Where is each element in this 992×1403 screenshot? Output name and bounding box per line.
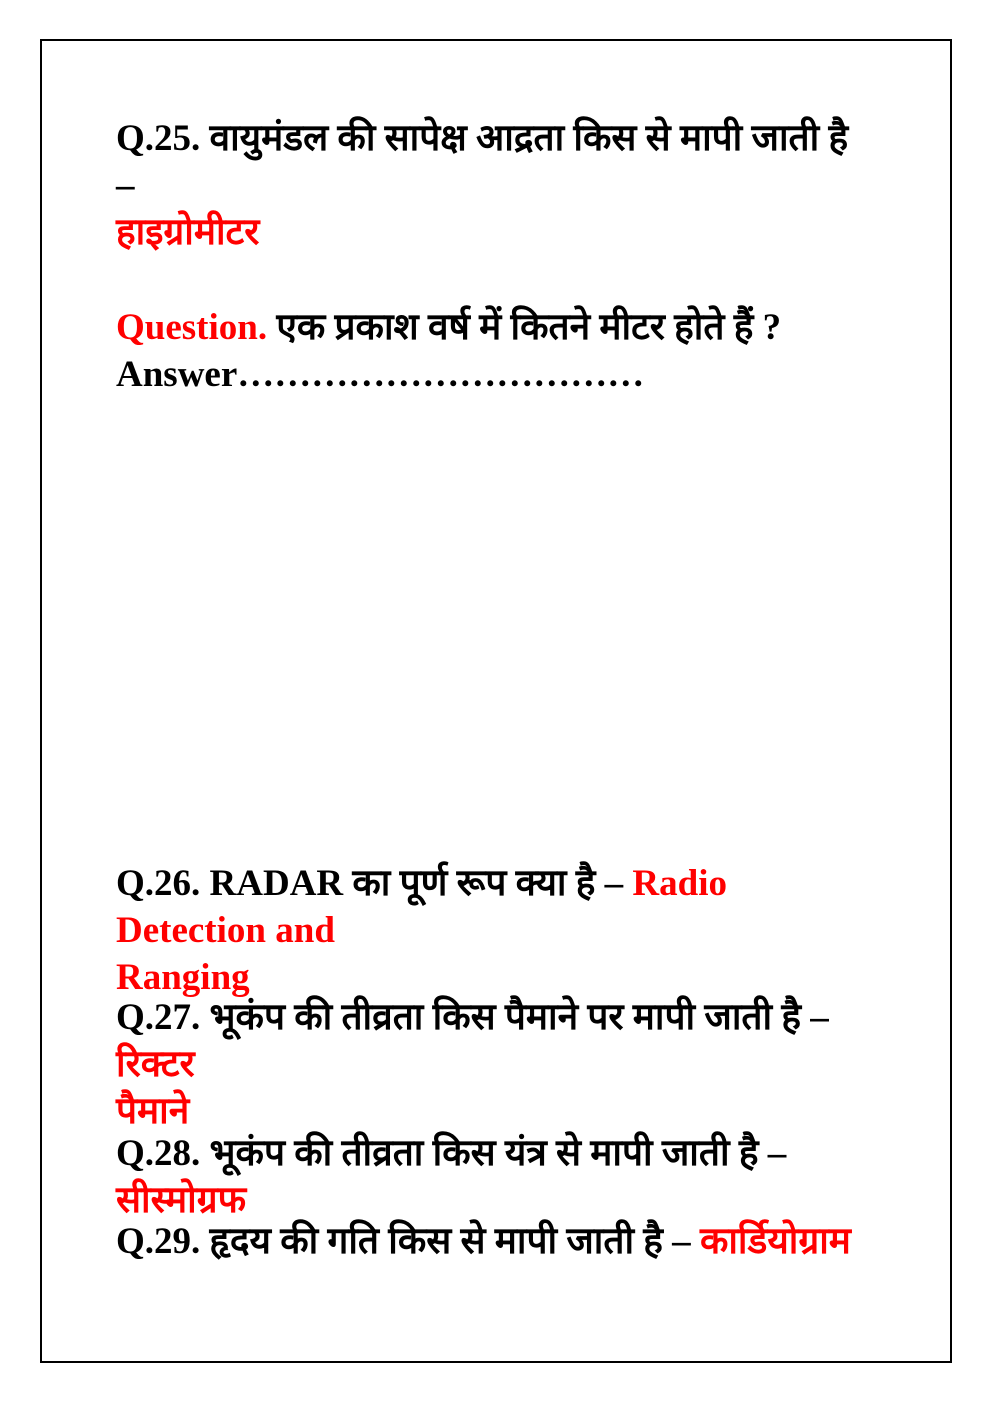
question-block-q28: Q.28. भूकंप की तीव्रता किस यंत्र से मापी… xyxy=(116,1130,866,1224)
q29-question-text: Q.29. हृदय की गति किस से मापी जाती है – xyxy=(116,1221,691,1262)
q27-answer-text-line1: रिक्टर xyxy=(116,1044,195,1085)
page-border xyxy=(40,39,952,1363)
q29-answer-text: कार्डियोग्राम xyxy=(699,1221,851,1262)
fill-question-text: एक प्रकाश वर्ष में कितने मीटर होते हैं ? xyxy=(276,307,782,348)
q26-answer-text-line1: Radio Detection and xyxy=(116,863,727,951)
q27-question-text: Q.27. भूकंप की तीव्रता किस पैमाने पर माप… xyxy=(116,997,829,1038)
q26-answer-text-line2: Ranging xyxy=(116,957,250,998)
question-block-q29: Q.29. हृदय की गति किस से मापी जाती है – … xyxy=(116,1218,866,1265)
q28-answer-text: सीस्मोग्रफ xyxy=(116,1180,247,1221)
question-block-q25: Q.25. वायुमंडल की सापेक्ष आद्रता किस से … xyxy=(116,115,866,256)
q27-answer-text-line2: पैमाने xyxy=(116,1091,190,1132)
question-block-q27: Q.27. भूकंप की तीव्रता किस पैमाने पर माप… xyxy=(116,994,866,1135)
fill-in-question-block: Question. एक प्रकाश वर्ष में कितने मीटर … xyxy=(116,304,866,398)
q26-question-text: Q.26. RADAR का पूर्ण रूप क्या है – xyxy=(116,863,624,904)
q25-question-text: Q.25. वायुमंडल की सापेक्ष आद्रता किस से … xyxy=(116,118,849,206)
answer-blank-line: Answer…………………………… xyxy=(116,354,645,395)
question-label: Question. xyxy=(116,307,268,348)
q25-answer-text: हाइग्रोमीटर xyxy=(116,212,260,253)
q28-question-text: Q.28. भूकंप की तीव्रता किस यंत्र से मापी… xyxy=(116,1133,787,1174)
question-block-q26: Q.26. RADAR का पूर्ण रूप क्या है – Radio… xyxy=(116,860,866,1001)
